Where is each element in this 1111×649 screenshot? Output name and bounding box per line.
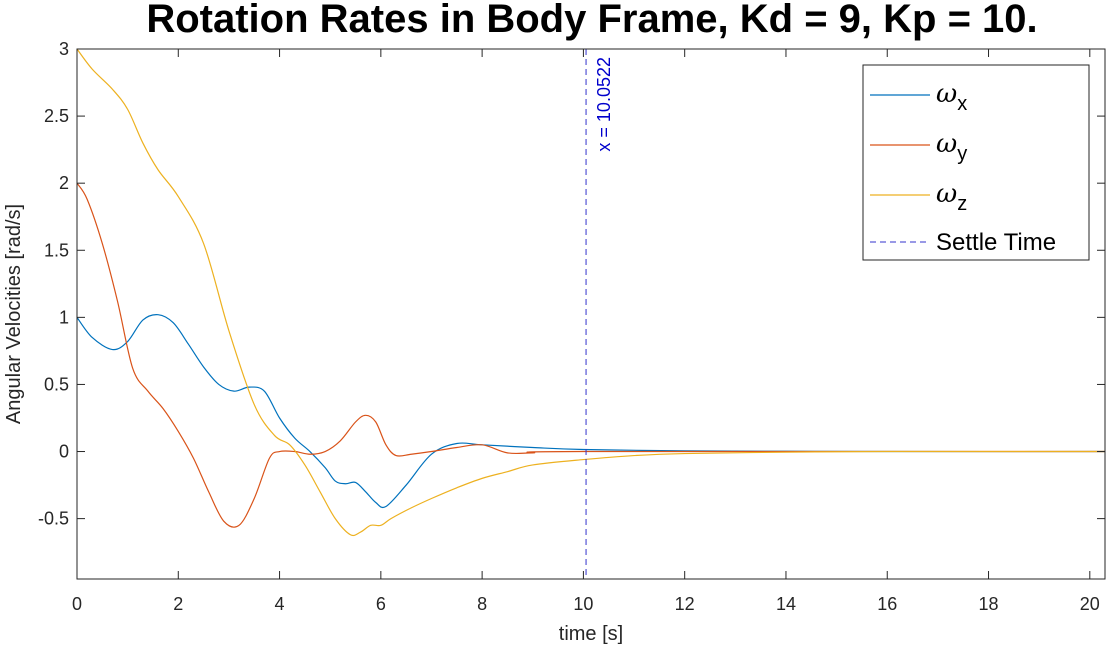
plot-frame	[76, 48, 1106, 580]
legend-label-settle: Settle Time	[936, 229, 1056, 256]
series-line-z	[76, 48, 1106, 537]
legend-label-z: ωz	[936, 179, 967, 215]
chart-title: Rotation Rates in Body Frame, Kd = 9, Kp…	[146, 0, 1037, 41]
x-tick-label: 20	[1080, 594, 1100, 614]
legend: ωx ωy ωz Settle Time	[862, 64, 1090, 261]
legend-entries: ωx ωy ωz Settle Time	[870, 79, 1056, 256]
x-tick-label: 14	[776, 594, 796, 614]
series-layer	[76, 48, 1106, 537]
settle-time-label: x = 10.0522	[594, 57, 614, 152]
y-tick-label: 0.5	[44, 374, 69, 394]
y-tick-label: -0.5	[38, 509, 69, 529]
y-tick-label: 0	[59, 442, 69, 462]
x-axis-label: time [s]	[559, 623, 623, 645]
legend-label-x: ωx	[936, 79, 967, 115]
x-tick-label: 0	[72, 594, 82, 614]
x-tick-label: 6	[376, 594, 386, 614]
legend-box	[862, 64, 1090, 261]
settle-layer: x = 10.0522	[585, 49, 614, 579]
x-axis: 0 2 4 6 8 10 12 14 16 18 20	[72, 49, 1100, 614]
y-axis-label: Angular Velocities [rad/s]	[3, 204, 25, 424]
x-tick-label: 8	[477, 594, 487, 614]
legend-label-y: ωy	[936, 129, 967, 165]
y-tick-label: 1.5	[44, 240, 69, 260]
x-tick-label: 4	[275, 594, 285, 614]
x-tick-label: 10	[573, 594, 593, 614]
x-tick-label: 16	[877, 594, 897, 614]
x-tick-label: 2	[173, 594, 183, 614]
y-tick-label: 1	[59, 307, 69, 327]
x-tick-label: 18	[979, 594, 999, 614]
y-tick-label: 2.5	[44, 106, 69, 126]
x-tick-label: 12	[675, 594, 695, 614]
y-tick-label: 2	[59, 173, 69, 193]
series-line-y	[76, 182, 1106, 528]
y-tick-label: 3	[59, 39, 69, 59]
y-axis: -0.5 0 0.5 1 1.5 2 2.5 3	[38, 39, 1105, 529]
series-line-x	[76, 313, 1106, 509]
